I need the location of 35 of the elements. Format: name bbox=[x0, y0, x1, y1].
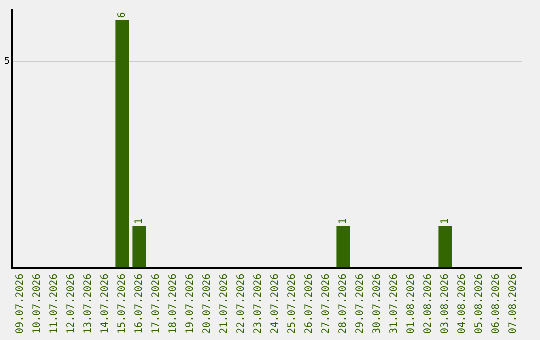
x-tick-label: 17.07.2026 bbox=[151, 274, 162, 334]
x-tick-label: 06.08.2026 bbox=[491, 274, 502, 334]
x-tick-label: 11.07.2026 bbox=[49, 274, 60, 334]
x-tick-label: 25.07.2026 bbox=[287, 274, 298, 334]
x-tick-label: 30.07.2026 bbox=[372, 274, 384, 334]
data-label: 6 bbox=[117, 12, 128, 18]
x-tick-label: 13.07.2026 bbox=[83, 274, 94, 334]
x-tick-label: 10.07.2026 bbox=[32, 274, 44, 334]
x-tick-label: 01.08.2026 bbox=[406, 274, 418, 334]
x-tick-label: 15.07.2026 bbox=[117, 274, 128, 334]
x-tick-label: 24.07.2026 bbox=[270, 274, 282, 334]
y-tick-label: 5 bbox=[4, 56, 10, 67]
data-label: 1 bbox=[440, 218, 452, 225]
x-tick-label: 16.07.2026 bbox=[134, 274, 146, 334]
x-tick-label: 14.07.2026 bbox=[100, 274, 112, 334]
x-tick-label: 27.07.2026 bbox=[321, 274, 332, 334]
x-tick-label: 21.07.2026 bbox=[219, 274, 230, 334]
x-tick-label: 04.08.2026 bbox=[457, 274, 468, 334]
x-tick-label: 28.07.2026 bbox=[338, 274, 350, 334]
x-tick-label: 31.07.2026 bbox=[389, 274, 400, 334]
x-tick-label: 23.07.2026 bbox=[253, 274, 264, 334]
x-tick-label: 07.08.2026 bbox=[508, 274, 520, 334]
data-label: 1 bbox=[134, 218, 146, 225]
x-tick-label: 03.08.2026 bbox=[440, 274, 452, 334]
x-tick-label: 19.07.2026 bbox=[185, 274, 196, 334]
x-tick-label: 29.07.2026 bbox=[355, 274, 366, 334]
x-tick-label: 09.07.2026 bbox=[15, 274, 26, 334]
x-tick-label: 12.07.2026 bbox=[66, 274, 78, 334]
x-tick-label: 02.08.2026 bbox=[423, 274, 434, 334]
x-tick-label: 18.07.2026 bbox=[168, 274, 180, 334]
data-label: 1 bbox=[338, 218, 350, 225]
x-tick-label: 26.07.2026 bbox=[304, 274, 316, 334]
x-tick-label: 20.07.2026 bbox=[202, 274, 214, 334]
x-tick-label: 05.08.2026 bbox=[474, 274, 486, 334]
x-tick-label: 22.07.2026 bbox=[236, 274, 248, 334]
